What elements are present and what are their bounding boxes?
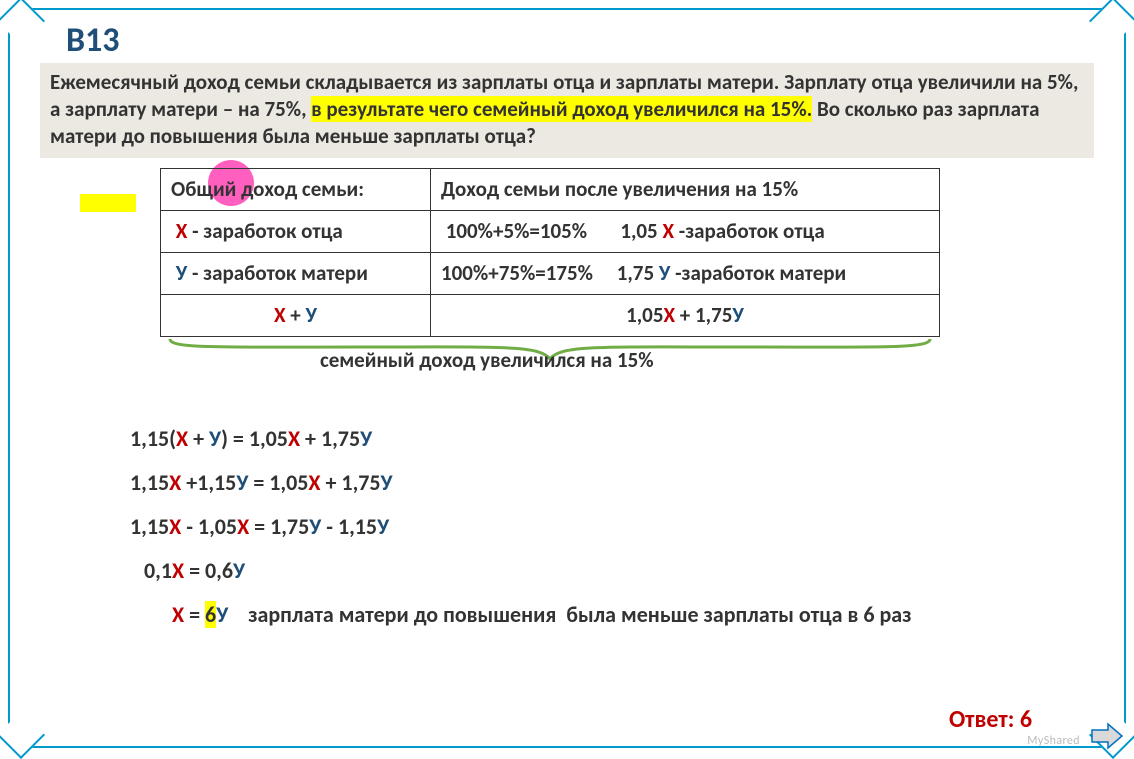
var-y: У: [659, 260, 671, 286]
corner-notch: [0, 0, 45, 45]
prompt-highlight: в результате чего семейный доход увеличи…: [311, 96, 812, 122]
var-x: Х: [308, 469, 320, 496]
problem-text: Ежемесячный доход семьи складывается из …: [40, 63, 1094, 158]
cell-sum-before: Х + У: [161, 294, 431, 336]
table-row: Х + У 1,05Х + 1,75У: [161, 294, 940, 336]
t: 1,15: [130, 513, 169, 540]
table-row: Х - заработок отца 100%+5%=105% 1,05 Х -…: [161, 210, 940, 252]
var-y: У: [233, 557, 245, 584]
var-y: У: [216, 601, 228, 628]
curly-bracket-group: семейный доход увеличился на 15%: [160, 337, 1094, 377]
cell-header-right: Доход семьи после увеличения на 15%: [431, 168, 940, 210]
var-x: Х: [176, 425, 188, 452]
var-x: Х: [274, 302, 286, 328]
var-x: Х: [176, 218, 188, 244]
step-line: 1,15Х - 1,05Х = 1,75У - 1,15У: [130, 505, 1094, 549]
table-row: Общий доход семьи: Доход семьи после уве…: [161, 168, 940, 210]
var-x: Х: [169, 469, 181, 496]
t: +1,15: [181, 469, 236, 496]
t: +: [188, 425, 209, 452]
cell-text: -заработок отца: [674, 218, 825, 244]
corner-notch: [0, 711, 45, 759]
cell-text: - заработок отца: [187, 218, 342, 244]
cell-text: 1,75: [617, 260, 659, 286]
var-y: У: [176, 260, 188, 286]
t: = 1,75: [249, 513, 309, 540]
cell-sum-after: 1,05Х + 1,75У: [431, 294, 940, 336]
var-y: У: [236, 469, 248, 496]
cell-text: -заработок матери: [670, 260, 846, 286]
corner-notch: [1089, 0, 1134, 45]
var-y: У: [732, 302, 744, 328]
next-arrow-button[interactable]: [1090, 722, 1124, 750]
cell-father-after: 100%+5%=105% 1,05 Х -заработок отца: [431, 210, 940, 252]
var-x: Х: [237, 513, 249, 540]
cell-text: 1,05: [626, 302, 663, 328]
task-heading: В13: [66, 20, 1094, 61]
cell-text: + 1,75: [675, 302, 732, 328]
step-line: 1,15Х +1,15У = 1,05Х + 1,75У: [130, 461, 1094, 505]
t: = 1,05: [248, 469, 308, 496]
step-line: 1,15(Х + У) = 1,05Х + 1,75У: [130, 417, 1094, 461]
cell-mother-var: У - заработок матери: [161, 252, 431, 294]
step-line: 0,1Х = 0,6У: [144, 549, 1094, 593]
var-y: У: [306, 302, 318, 328]
var-y: У: [209, 425, 221, 452]
t: + 1,75: [321, 469, 381, 496]
var-y: У: [381, 469, 393, 496]
bracket-label: семейный доход увеличился на 15%: [320, 347, 654, 373]
t: =: [184, 601, 205, 628]
t: - 1,15: [321, 513, 377, 540]
step-line: Х = 6У зарплата матери до повышения была…: [172, 593, 1094, 637]
cell-text: 100%+75%=175%: [441, 260, 593, 286]
var-x: Х: [663, 302, 675, 328]
var-x: Х: [172, 557, 184, 584]
table-row: У - заработок матери 100%+75%=175% 1,75 …: [161, 252, 940, 294]
conclusion-text: зарплата матери до повышения была меньше…: [228, 601, 911, 628]
yellow-tab: [80, 194, 136, 212]
var-y: У: [377, 513, 389, 540]
solution-steps: 1,15(Х + У) = 1,05Х + 1,75У 1,15Х +1,15У…: [130, 417, 1094, 637]
t: = 0,6: [184, 557, 233, 584]
answer-label: Ответ: 6: [949, 705, 1032, 734]
cell-header-left: Общий доход семьи:: [161, 168, 431, 210]
cell-text: 100%+5%=105%: [446, 218, 587, 244]
t: 0,1: [144, 557, 172, 584]
cell-mother-after: 100%+75%=175% 1,75 У -заработок матери: [431, 252, 940, 294]
watermark-text: MyShared: [1027, 734, 1080, 748]
var-y: У: [360, 425, 372, 452]
cell-father-var: Х - заработок отца: [161, 210, 431, 252]
var-x: Х: [662, 218, 674, 244]
t: 1,15: [130, 469, 169, 496]
var-y: У: [309, 513, 321, 540]
cell-text: - заработок матери: [187, 260, 368, 286]
t: 1,15(: [130, 425, 176, 452]
t: - 1,05: [181, 513, 237, 540]
var-x: Х: [172, 601, 184, 628]
var-x: Х: [169, 513, 181, 540]
cell-text: 1,05: [620, 218, 662, 244]
t: + 1,75: [300, 425, 360, 452]
slide-content: В13 Ежемесячный доход семьи складывается…: [40, 20, 1094, 736]
var-x: Х: [288, 425, 300, 452]
result-highlight: 6: [205, 601, 216, 628]
t: ) = 1,05: [221, 425, 288, 452]
cell-text: +: [286, 302, 306, 328]
income-table: Общий доход семьи: Доход семьи после уве…: [160, 168, 940, 337]
